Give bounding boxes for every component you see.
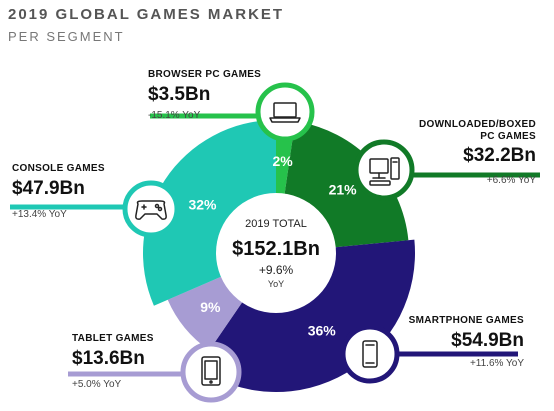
- desktop-pc-icon: [353, 139, 415, 201]
- chart-subtitle: PER SEGMENT: [8, 29, 125, 44]
- share-label-smartphone: 36%: [308, 323, 337, 339]
- segment-name-line-1: DOWNLOADED/BOXED: [418, 119, 536, 130]
- donut-hole: [216, 193, 336, 313]
- segment-yoy: -15.1% YoY: [148, 110, 201, 121]
- segment-name-line-2: PC GAMES: [480, 131, 536, 142]
- total-growth: +9.6%: [259, 263, 294, 277]
- segment-yoy: +11.6% YoY: [469, 358, 524, 369]
- total-value: $152.1Bn: [232, 238, 320, 260]
- pie-slice-tablet: [167, 273, 247, 351]
- segment-label-console: CONSOLE GAMES $47.9Bn +13.4% YoY: [12, 163, 105, 220]
- chart-title: 2019 GLOBAL GAMES MARKET: [8, 6, 285, 23]
- segment-value: $47.9Bn: [12, 178, 85, 199]
- segment-name: BROWSER PC GAMES: [148, 69, 262, 80]
- segment-value: $32.2Bn: [463, 145, 536, 166]
- total-label: 2019 TOTAL: [245, 218, 307, 230]
- segment-label-boxed: DOWNLOADED/BOXED PC GAMES $32.2Bn +6.6% …: [419, 119, 536, 186]
- tablet-icon: [180, 341, 242, 403]
- segment-label-smartphone: SMARTPHONE GAMES $54.9Bn +11.6% YoY: [409, 315, 524, 369]
- laptop-icon: [255, 82, 315, 142]
- segment-yoy: +6.6% YoY: [486, 175, 536, 186]
- segment-name: SMARTPHONE GAMES: [408, 315, 524, 326]
- segment-value: $13.6Bn: [72, 348, 145, 369]
- segment-label-browser: BROWSER PC GAMES $3.5Bn -15.1% YoY: [148, 69, 261, 121]
- share-label-boxed: 21%: [329, 182, 358, 198]
- smartphone-icon: [340, 324, 400, 384]
- segment-yoy: +13.4% YoY: [12, 209, 67, 220]
- segment-name: TABLET GAMES: [72, 333, 154, 344]
- pie-slice-console: [143, 119, 276, 306]
- segment-value: $3.5Bn: [148, 84, 211, 105]
- segment-value: $54.9Bn: [451, 330, 524, 351]
- share-label-browser: 2%: [273, 153, 294, 169]
- share-label-tablet: 9%: [200, 299, 221, 315]
- segment-yoy: +5.0% YoY: [72, 379, 122, 390]
- segment-label-tablet: TABLET GAMES $13.6Bn +5.0% YoY: [72, 333, 154, 390]
- total-growth-unit: YoY: [268, 279, 284, 289]
- share-label-console: 32%: [188, 197, 217, 213]
- segment-name: CONSOLE GAMES: [12, 163, 105, 174]
- pie-slice-browser: [276, 128, 295, 202]
- gamepad-icon: [122, 180, 180, 238]
